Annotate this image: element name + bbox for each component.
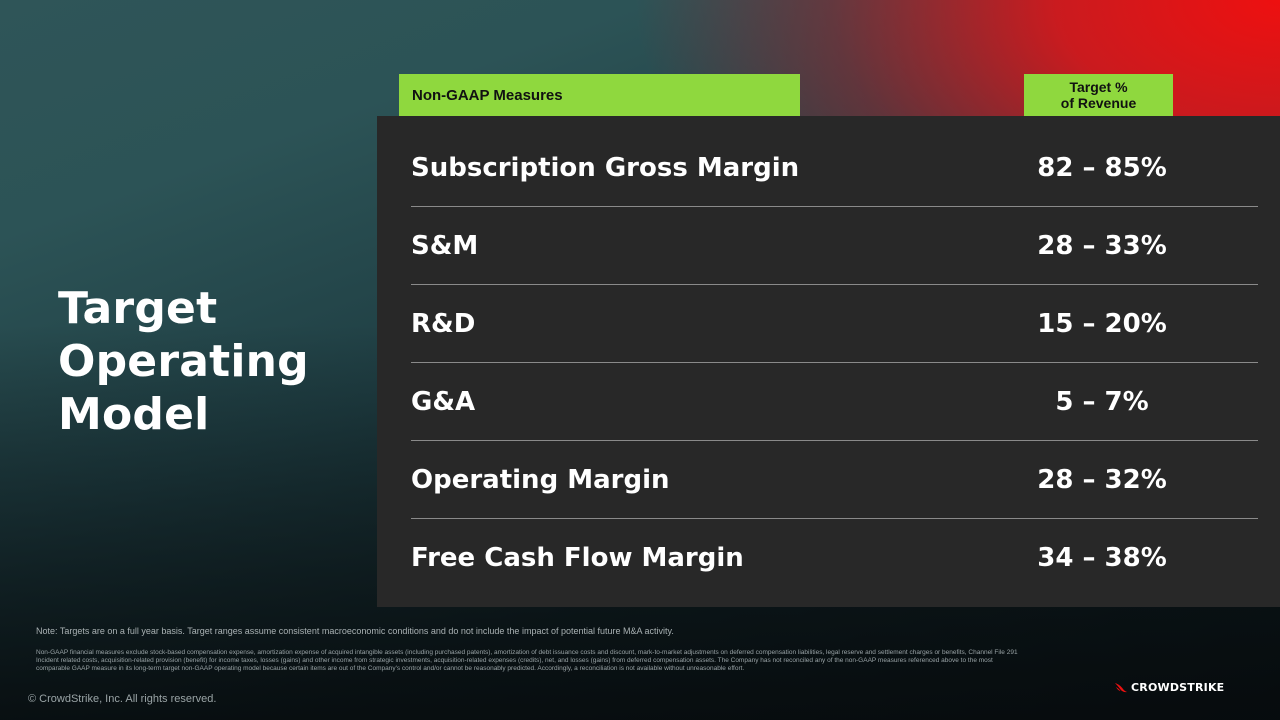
logo-wordmark: CROWDSTRIKE xyxy=(1131,680,1225,694)
column-header-target-line: Target % xyxy=(1069,79,1128,95)
title-line: Target xyxy=(58,283,218,334)
table-row: S&M 28 – 33% xyxy=(411,207,1258,285)
measure-value: 28 – 33% xyxy=(1037,230,1167,261)
table-row: G&A 5 – 7% xyxy=(411,363,1258,441)
column-header-target: Target % of Revenue xyxy=(1024,74,1173,116)
measure-label: R&D xyxy=(411,308,476,339)
measure-label: Free Cash Flow Margin xyxy=(411,543,744,573)
title-line: Model xyxy=(58,389,210,440)
measure-label: Subscription Gross Margin xyxy=(411,152,800,183)
slide-title: Target Operating Model xyxy=(58,282,358,441)
measure-value: 15 – 20% xyxy=(1037,308,1167,339)
column-header-measures: Non-GAAP Measures xyxy=(399,74,800,116)
column-header-target-line: of Revenue xyxy=(1060,95,1137,111)
table-row: R&D 15 – 20% xyxy=(411,285,1258,363)
measure-value: 34 – 38% xyxy=(1037,543,1167,573)
non-gaap-disclaimer: Non-GAAP financial measures exclude stoc… xyxy=(36,649,1018,672)
falcon-icon xyxy=(1115,683,1127,693)
measure-label: S&M xyxy=(411,230,479,261)
table-row: Free Cash Flow Margin 34 – 38% xyxy=(411,519,1258,597)
table-row: Operating Margin 28 – 32% xyxy=(411,441,1258,519)
footnote: Note: Targets are on a full year basis. … xyxy=(36,626,674,636)
measures-table: Subscription Gross Margin 82 – 85% S&M 2… xyxy=(377,116,1280,607)
title-line: Operating xyxy=(58,336,309,387)
measure-label: G&A xyxy=(411,386,476,417)
table-row: Subscription Gross Margin 82 – 85% xyxy=(411,129,1258,207)
measure-value: 28 – 32% xyxy=(1037,464,1167,495)
crowdstrike-logo: CROWDSTRIKE xyxy=(1114,677,1224,697)
measure-value: 82 – 85% xyxy=(1037,152,1167,183)
column-header-measures-label: Non-GAAP Measures xyxy=(412,86,563,104)
measure-value: 5 – 7% xyxy=(1055,386,1149,417)
measure-label: Operating Margin xyxy=(411,464,670,495)
copyright-notice: © CrowdStrike, Inc. All rights reserved. xyxy=(28,693,217,705)
